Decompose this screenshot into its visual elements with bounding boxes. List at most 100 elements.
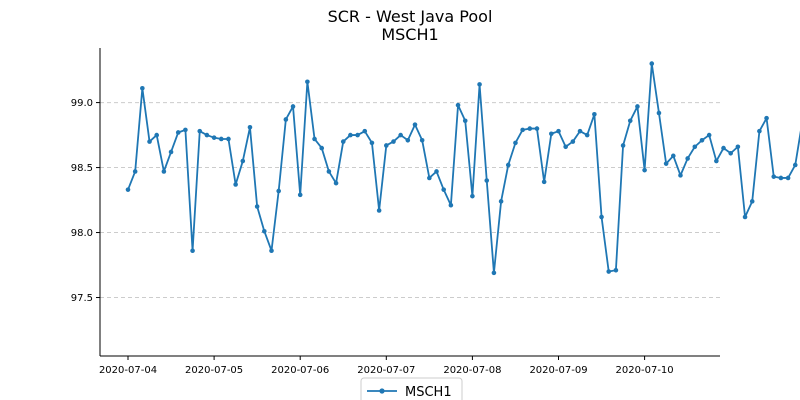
x-tick-label: 2020-07-05 bbox=[185, 365, 243, 376]
data-point bbox=[556, 128, 561, 134]
data-point bbox=[348, 132, 353, 138]
y-tick-label: 99.0 bbox=[71, 98, 93, 109]
data-point bbox=[290, 104, 296, 109]
data-point bbox=[513, 140, 518, 146]
data-point bbox=[441, 187, 447, 192]
data-point bbox=[168, 149, 174, 155]
data-point bbox=[254, 204, 260, 209]
data-point bbox=[692, 144, 698, 150]
data-point bbox=[757, 128, 762, 134]
data-point bbox=[613, 267, 619, 273]
data-point bbox=[283, 117, 289, 122]
data-point bbox=[764, 115, 769, 121]
data-point bbox=[792, 162, 798, 168]
data-point bbox=[714, 158, 719, 164]
x-tick-label: 2020-07-07 bbox=[357, 365, 415, 376]
data-point bbox=[183, 127, 188, 133]
x-tick-label: 2020-07-04 bbox=[99, 365, 157, 376]
data-point bbox=[635, 104, 640, 109]
data-point bbox=[405, 137, 411, 143]
x-tick-label: 2020-07-10 bbox=[616, 365, 674, 376]
data-point bbox=[498, 199, 504, 204]
data-point bbox=[398, 132, 403, 138]
data-point bbox=[541, 179, 547, 185]
data-point bbox=[491, 270, 497, 276]
data-point bbox=[577, 128, 583, 134]
data-point bbox=[470, 193, 475, 199]
legend-marker bbox=[379, 388, 385, 394]
data-point bbox=[333, 180, 339, 186]
data-point bbox=[699, 137, 705, 143]
data-point bbox=[749, 199, 755, 204]
data-point bbox=[384, 143, 389, 148]
data-point bbox=[204, 132, 210, 138]
data-point bbox=[735, 144, 741, 150]
data-point bbox=[434, 169, 439, 174]
legend[interactable]: MSCH1 bbox=[360, 377, 463, 400]
data-point bbox=[161, 169, 167, 174]
data-point bbox=[778, 175, 784, 181]
data-point bbox=[462, 118, 468, 124]
data-point bbox=[721, 145, 726, 151]
data-point bbox=[477, 82, 482, 87]
data-point bbox=[484, 178, 490, 183]
data-point bbox=[785, 175, 791, 181]
chart-subtitle: MSCH1 bbox=[381, 25, 438, 44]
legend-label: MSCH1 bbox=[405, 385, 452, 400]
data-point bbox=[262, 228, 267, 234]
data-point bbox=[584, 132, 590, 138]
data-point bbox=[276, 188, 281, 194]
data-point bbox=[685, 156, 690, 161]
data-point bbox=[197, 128, 203, 134]
y-tick-label: 98.0 bbox=[71, 228, 93, 239]
data-point bbox=[663, 161, 669, 166]
data-point bbox=[706, 132, 712, 138]
x-tick-label: 2020-07-09 bbox=[529, 365, 587, 376]
data-point bbox=[190, 248, 195, 254]
x-tick-label: 2020-07-08 bbox=[443, 365, 501, 376]
data-point bbox=[419, 137, 425, 143]
data-point bbox=[240, 158, 246, 164]
data-point bbox=[527, 126, 533, 131]
data-point bbox=[154, 132, 159, 138]
data-point bbox=[319, 145, 325, 151]
data-point bbox=[226, 136, 231, 142]
data-point bbox=[391, 139, 396, 144]
data-point bbox=[627, 118, 633, 124]
data-point bbox=[376, 208, 382, 213]
data-point bbox=[218, 136, 224, 142]
data-point bbox=[312, 136, 317, 142]
data-point bbox=[448, 202, 454, 208]
data-point bbox=[534, 126, 540, 131]
data-point bbox=[132, 169, 138, 174]
y-tick-label: 97.5 bbox=[71, 293, 93, 304]
x-axis-ticks: 2020-07-04 2020-07-05 2020-07-06 2020-07-07… bbox=[99, 356, 674, 376]
data-point bbox=[671, 153, 676, 159]
data-point bbox=[140, 85, 145, 91]
series-line-msch1 bbox=[127, 62, 800, 274]
data-point bbox=[269, 248, 274, 254]
data-point bbox=[247, 124, 253, 130]
data-point bbox=[728, 150, 733, 156]
legend-box bbox=[360, 377, 463, 400]
chart-title: SCR - West Java Pool bbox=[328, 7, 493, 26]
data-point bbox=[211, 135, 217, 140]
data-point bbox=[742, 214, 748, 220]
data-point bbox=[678, 173, 683, 178]
data-point bbox=[549, 131, 554, 137]
data-point bbox=[563, 144, 568, 150]
data-point bbox=[369, 140, 375, 146]
data-point bbox=[362, 128, 368, 134]
data-point bbox=[412, 122, 418, 127]
data-point bbox=[326, 169, 332, 174]
data-point bbox=[427, 175, 432, 181]
grid-lines bbox=[100, 102, 720, 299]
data-point bbox=[771, 174, 777, 179]
data-point bbox=[606, 269, 612, 274]
data-point bbox=[599, 214, 604, 220]
data-point bbox=[355, 132, 360, 138]
y-tick-label: 98.5 bbox=[71, 163, 93, 174]
data-point bbox=[147, 139, 152, 144]
data-point bbox=[620, 143, 626, 148]
